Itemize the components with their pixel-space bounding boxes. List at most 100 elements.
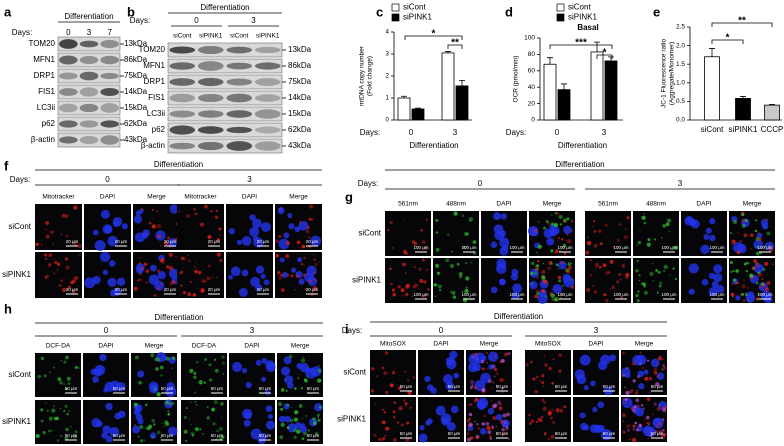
nucleus bbox=[263, 279, 270, 286]
signal bbox=[764, 226, 767, 229]
signal bbox=[175, 256, 177, 258]
signal bbox=[536, 375, 539, 379]
signal bbox=[499, 378, 504, 383]
blot-band bbox=[197, 45, 224, 55]
signal bbox=[218, 227, 222, 231]
micrograph bbox=[35, 400, 81, 444]
nucleus bbox=[92, 275, 101, 285]
signal bbox=[505, 425, 509, 429]
blot-band bbox=[59, 55, 78, 65]
nucleus bbox=[552, 284, 563, 294]
nucleus bbox=[306, 265, 317, 276]
signal bbox=[413, 265, 416, 268]
panel-letter: c bbox=[376, 4, 383, 19]
signal bbox=[220, 416, 223, 418]
scale-bar-label: 100 μm bbox=[757, 245, 772, 250]
signal bbox=[624, 228, 627, 231]
x-tick-label: 0 bbox=[409, 128, 414, 137]
signal bbox=[669, 274, 671, 276]
column-label: 488nm bbox=[446, 201, 466, 208]
day-label: 0 bbox=[439, 326, 444, 335]
signal bbox=[767, 297, 770, 299]
y-axis-label: mtDNA copy number bbox=[359, 45, 366, 106]
signal bbox=[729, 270, 733, 274]
signal bbox=[466, 437, 472, 442]
micrograph-bg bbox=[525, 397, 571, 442]
nucleus bbox=[230, 266, 241, 277]
signal bbox=[755, 281, 759, 285]
signal bbox=[370, 389, 374, 393]
y-tick-label: 2.5 bbox=[676, 24, 685, 31]
column-label: Merge bbox=[543, 201, 562, 208]
nucleus bbox=[92, 229, 99, 236]
signal bbox=[468, 217, 474, 222]
nucleus bbox=[169, 204, 180, 214]
y-tick-label: 60 bbox=[528, 68, 536, 75]
signal bbox=[309, 204, 314, 209]
size-label: 14kDa bbox=[288, 93, 312, 102]
signal bbox=[662, 364, 665, 367]
scale-bar-label: 20 μm bbox=[208, 239, 221, 244]
signal bbox=[543, 354, 546, 357]
signal bbox=[79, 254, 81, 257]
nucleus bbox=[243, 419, 251, 427]
signal bbox=[216, 239, 219, 242]
protein-label: DRP1 bbox=[144, 77, 166, 86]
signal bbox=[751, 266, 756, 271]
micrograph bbox=[35, 204, 82, 250]
nucleus bbox=[116, 277, 126, 287]
nucleus bbox=[148, 274, 160, 285]
signal bbox=[446, 233, 450, 236]
column-label: Merge bbox=[480, 341, 499, 348]
signal bbox=[279, 435, 284, 440]
legend-swatch bbox=[556, 13, 565, 22]
signal bbox=[280, 288, 285, 293]
signal bbox=[625, 390, 630, 396]
lane-label: siPINK1 bbox=[256, 33, 280, 40]
signal bbox=[463, 247, 466, 250]
nucleus bbox=[278, 238, 290, 250]
scale-bar-label: 20 μm bbox=[306, 287, 319, 292]
nucleus bbox=[446, 359, 457, 370]
signal bbox=[632, 408, 636, 413]
signal bbox=[317, 418, 321, 422]
scale-bar-label: 50 μm bbox=[161, 386, 174, 391]
signal bbox=[765, 218, 768, 221]
signal bbox=[625, 402, 627, 404]
significance-bracket bbox=[596, 54, 613, 59]
bar bbox=[764, 104, 780, 121]
signal bbox=[558, 279, 562, 283]
nucleus bbox=[732, 242, 744, 253]
signal bbox=[53, 366, 55, 369]
blot-band bbox=[79, 87, 99, 97]
nucleus bbox=[580, 422, 588, 431]
signal bbox=[561, 261, 563, 263]
signal bbox=[180, 284, 183, 287]
signal bbox=[536, 292, 540, 296]
signal bbox=[405, 292, 409, 296]
nucleus bbox=[284, 375, 294, 385]
nucleus bbox=[487, 351, 499, 362]
micrograph-bg bbox=[466, 397, 512, 442]
signal bbox=[412, 376, 416, 379]
nucleus bbox=[689, 218, 697, 227]
signal bbox=[637, 240, 642, 245]
signal bbox=[133, 286, 138, 291]
nucleus bbox=[100, 209, 110, 219]
micrograph-bg bbox=[433, 258, 479, 303]
signal bbox=[189, 368, 194, 374]
signal bbox=[745, 269, 748, 273]
nucleus bbox=[427, 418, 433, 424]
signal bbox=[550, 434, 555, 439]
nucleus bbox=[499, 237, 510, 248]
micrograph bbox=[633, 258, 679, 303]
signal bbox=[300, 262, 304, 266]
signal bbox=[55, 416, 59, 421]
signal bbox=[170, 405, 173, 407]
signal bbox=[403, 252, 406, 255]
signal bbox=[741, 218, 745, 223]
error-bar bbox=[709, 48, 715, 57]
signal bbox=[53, 272, 56, 274]
signal bbox=[435, 231, 439, 234]
